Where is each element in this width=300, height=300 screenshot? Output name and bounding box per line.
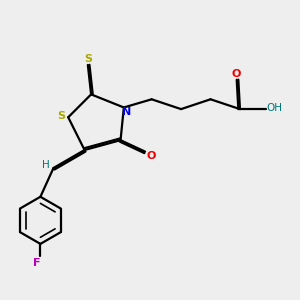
Text: O: O (146, 151, 156, 160)
Text: F: F (33, 258, 40, 268)
Text: OH: OH (266, 103, 282, 113)
Text: N: N (122, 107, 131, 117)
Text: S: S (57, 111, 65, 121)
Text: S: S (84, 54, 92, 64)
Text: O: O (231, 69, 240, 79)
Text: H: H (42, 160, 50, 170)
